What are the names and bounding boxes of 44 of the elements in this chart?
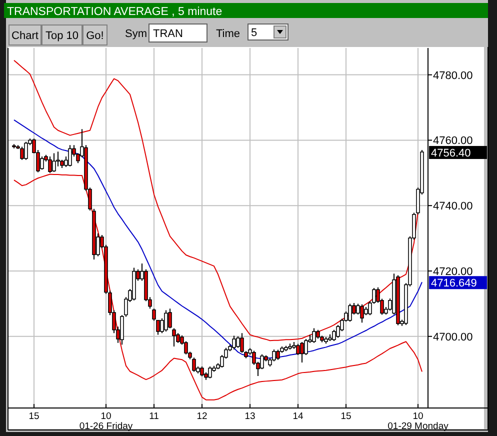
text: Sym xyxy=(125,28,147,40)
line-series xyxy=(14,60,418,342)
chart-title: TRANSPORTATION AVERAGE , 5 minute xyxy=(7,6,222,18)
candlestick xyxy=(296,343,300,356)
line-series xyxy=(14,119,422,360)
x-tick-label: 10 01-26 Friday xyxy=(79,411,133,432)
text: TRAN xyxy=(153,28,183,40)
text: Go! xyxy=(86,30,104,42)
x-tick-label: 13 xyxy=(244,411,256,422)
y-tick-label: 4780.00 xyxy=(433,70,473,82)
candlestick xyxy=(68,144,72,167)
candlestick xyxy=(312,328,316,344)
candlestick xyxy=(332,329,336,342)
candlestick xyxy=(40,156,44,170)
text: 5 xyxy=(251,27,258,39)
candlestick xyxy=(52,152,56,172)
candlestick xyxy=(300,341,304,364)
candlestick xyxy=(236,336,240,348)
text: Time xyxy=(216,28,240,40)
x-tick-label: 11 xyxy=(149,411,159,422)
candlestick xyxy=(24,141,28,160)
text: Top 10 xyxy=(45,30,79,42)
candlestick xyxy=(348,303,352,322)
y-tick-label: 4720.00 xyxy=(433,266,473,278)
y-tick-label: 4700.00 xyxy=(433,331,473,344)
text: 4756.40 xyxy=(431,147,471,160)
candlestick xyxy=(20,146,24,160)
x-tick-label: 12 xyxy=(196,411,208,422)
x-tick-label: 15 xyxy=(340,411,352,422)
candlestick xyxy=(168,308,172,329)
candlestick xyxy=(200,366,204,377)
x-tick-label: 10 01-29 Monday xyxy=(388,411,449,432)
y-tick-label: 4740.00 xyxy=(433,200,473,213)
y-tick-label: 4760.00 xyxy=(433,135,473,148)
candlestick xyxy=(276,349,280,360)
text: Chart xyxy=(12,30,38,42)
candlestick xyxy=(172,328,176,348)
candlestick xyxy=(360,304,364,324)
candlestick xyxy=(208,366,212,379)
x-tick-label: 15 xyxy=(28,411,40,422)
candlestick xyxy=(232,335,236,350)
text: 4716.649 xyxy=(431,278,477,290)
candlestick xyxy=(164,310,168,332)
x-tick-label: 14 xyxy=(292,411,304,422)
